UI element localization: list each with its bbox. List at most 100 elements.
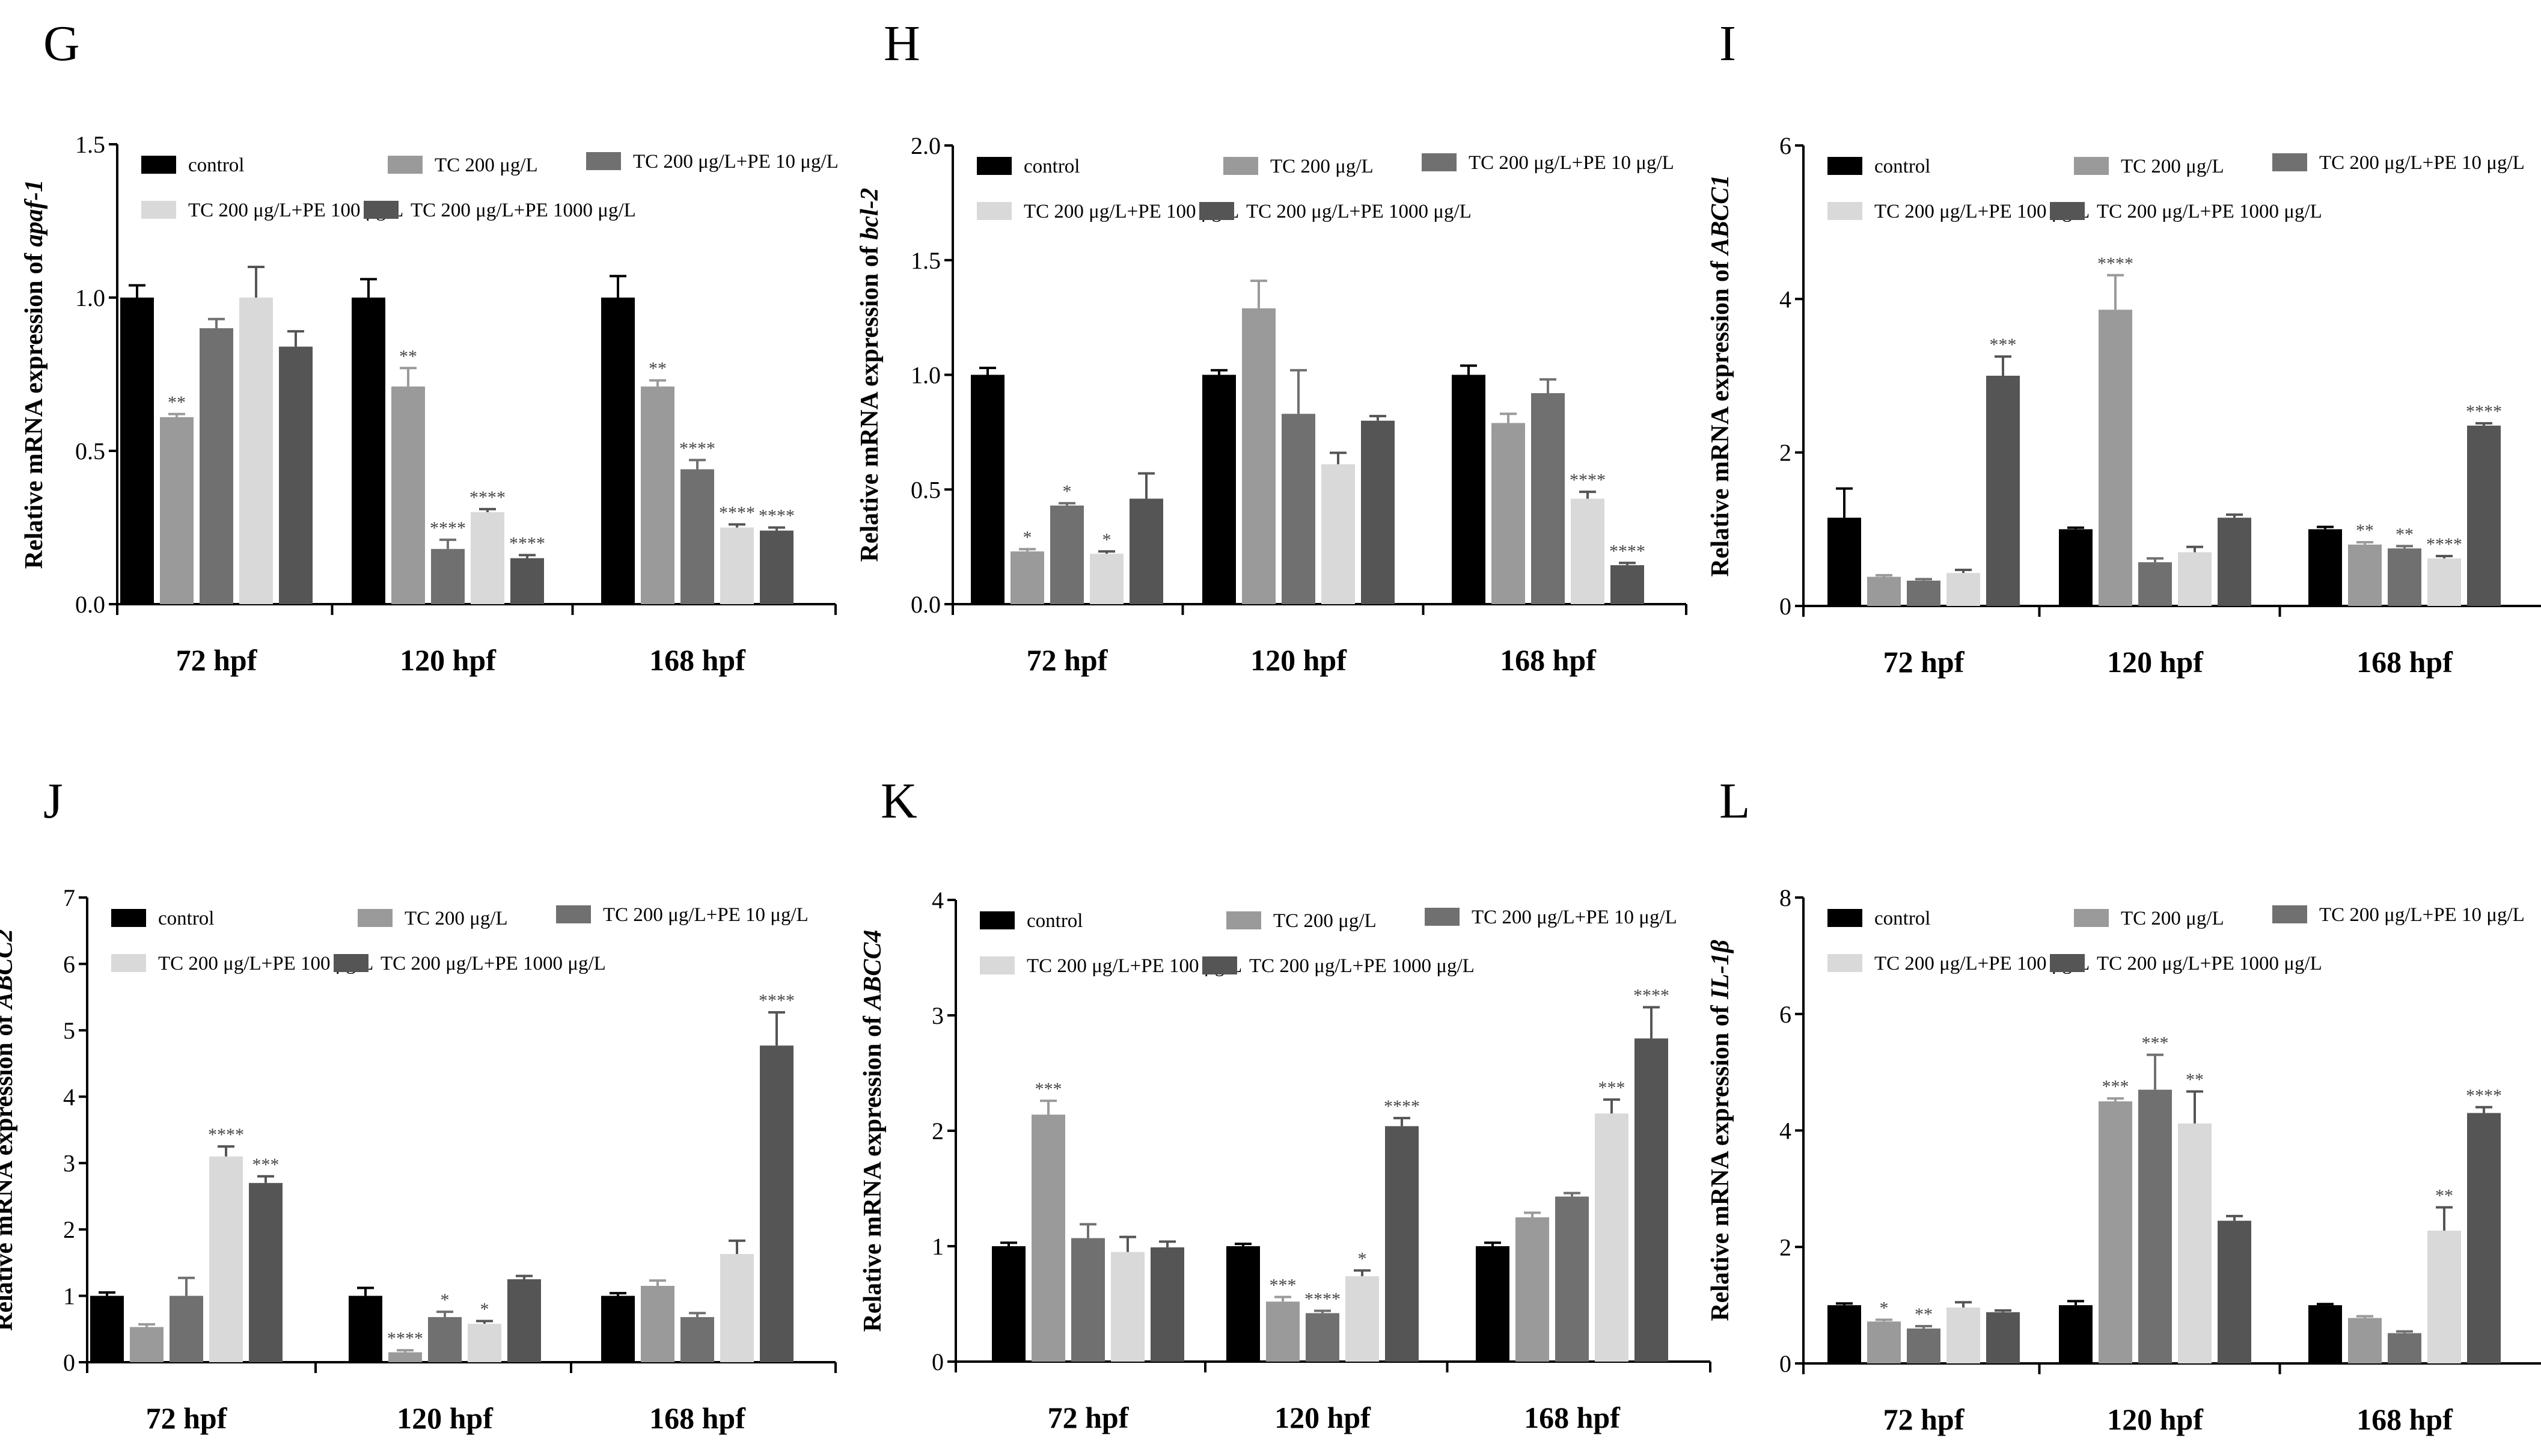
legend-label: TC 200 μg/L+PE 10 μg/L (1469, 152, 1674, 174)
bar (680, 1317, 714, 1362)
legend-label: TC 200 μg/L+PE 10 μg/L (1472, 907, 1677, 928)
x-category-label: 72 hpf (1048, 1401, 1130, 1434)
y-tick-label: 1 (932, 1233, 944, 1260)
significance-label: * (441, 1290, 450, 1310)
bar (760, 1045, 793, 1362)
legend-swatch (1827, 202, 1862, 220)
x-category-label: 168 hpf (1500, 643, 1597, 677)
x-category-label: 120 hpf (400, 643, 497, 677)
y-tick-label: 0.0 (75, 591, 105, 618)
y-axis-label-gene: bcl-2 (856, 188, 884, 239)
significance-label: **** (430, 518, 466, 538)
bar (1111, 1252, 1145, 1362)
legend-swatch (1422, 153, 1457, 171)
bar (1907, 580, 1940, 606)
bar (2467, 1113, 2501, 1363)
x-category-label: 72 hpf (146, 1401, 228, 1435)
legend-swatch (364, 201, 399, 219)
y-tick-label: 0.0 (911, 591, 941, 618)
bar (160, 417, 194, 604)
bar (2059, 1305, 2093, 1363)
legend-label: TC 200 μg/L+PE 10 μg/L (603, 904, 809, 926)
legend-label: TC 200 μg/L (2121, 908, 2224, 929)
y-tick-label: 4 (1779, 286, 1791, 313)
legend-swatch (586, 152, 621, 170)
bar (1361, 420, 1395, 604)
bar (2059, 529, 2093, 606)
bar (2099, 1101, 2132, 1363)
significance-label: ** (2356, 521, 2374, 540)
legend-label: TC 200 μg/L (405, 908, 508, 929)
legend-swatch (358, 909, 393, 927)
legend-swatch (2272, 905, 2307, 923)
y-tick-label: 1 (63, 1283, 75, 1310)
x-category-label: 120 hpf (2107, 645, 2204, 679)
legend-label: TC 200 μg/L+PE 1000 μg/L (381, 953, 606, 974)
legend-label: control (188, 154, 244, 176)
bar (507, 1279, 541, 1362)
legend-swatch (111, 909, 146, 927)
bar (209, 1156, 243, 1362)
significance-label: ** (399, 346, 417, 366)
bar (349, 1295, 382, 1362)
legend-label: TC 200 μg/L+PE 1000 μg/L (411, 200, 636, 221)
y-axis-label-gene: ABCC4 (859, 930, 887, 1012)
y-tick-label: 1.5 (75, 131, 105, 158)
x-category-label: 120 hpf (397, 1401, 494, 1435)
bar (1571, 498, 1604, 604)
y-tick-label: 7 (63, 884, 75, 911)
significance-label: **** (1304, 1289, 1341, 1309)
x-category-label: 72 hpf (1883, 1402, 1965, 1436)
bar (1090, 554, 1124, 604)
y-axis-label-prefix: Relative mRNA expression of (20, 247, 48, 569)
bar (2308, 1305, 2342, 1363)
legend-swatch (1827, 157, 1862, 175)
bar (680, 469, 714, 604)
bar (1130, 498, 1163, 604)
significance-label: **** (2426, 534, 2462, 554)
bar (2099, 310, 2132, 606)
bar (2427, 558, 2461, 606)
legend-swatch (556, 905, 591, 923)
bar (2308, 529, 2342, 606)
significance-label: ** (2435, 1185, 2453, 1205)
bar (641, 386, 674, 604)
bar (2218, 518, 2251, 606)
bar (760, 530, 793, 604)
significance-label: *** (1035, 1079, 1062, 1099)
y-axis-label-prefix: Relative mRNA expression of (856, 240, 884, 562)
legend-label: TC 200 μg/L+PE 10 μg/L (2319, 152, 2525, 174)
significance-label: * (1880, 1298, 1889, 1318)
bar (601, 298, 635, 604)
y-tick-label: 6 (1779, 1001, 1791, 1028)
significance-label: ** (2396, 524, 2414, 544)
bar (2467, 425, 2501, 606)
chart-panel-j: J 0 1 2 3 4 5 6 7 72 hpf 120 hpf 168 hpf Relative mR… (0, 773, 837, 1435)
bar (2348, 1318, 2382, 1363)
y-tick-label: 4 (63, 1083, 75, 1110)
significance-label: *** (1598, 1078, 1625, 1098)
bar (2178, 1123, 2212, 1363)
legend-label: TC 200 μg/L+PE 1000 μg/L (1249, 955, 1475, 977)
legend-label: TC 200 μg/L (2121, 156, 2224, 177)
x-category-label: 168 hpf (1524, 1401, 1621, 1434)
bar (971, 375, 1004, 604)
bar (1385, 1126, 1419, 1362)
bar (641, 1286, 674, 1362)
bar (2178, 552, 2212, 606)
bar (249, 1182, 283, 1362)
significance-label: *** (252, 1155, 280, 1175)
bar (388, 1352, 422, 1362)
significance-label: **** (679, 438, 715, 458)
bar (170, 1295, 203, 1362)
bar (352, 298, 385, 604)
chart-panel-g: G 0.0 0.5 1.0 1.5 72 hpf 120 hpf 168 hpf Relativ… (20, 16, 839, 677)
bar (1266, 1302, 1300, 1362)
bar (1827, 518, 1861, 606)
y-tick-label: 1.0 (911, 362, 941, 389)
y-tick-label: 0 (1779, 1350, 1791, 1377)
bar (90, 1295, 124, 1362)
bar (1907, 1328, 1940, 1363)
y-tick-label: 4 (932, 887, 944, 914)
y-axis-label: Relative mRNA expression of ABCC4 (859, 930, 887, 1332)
